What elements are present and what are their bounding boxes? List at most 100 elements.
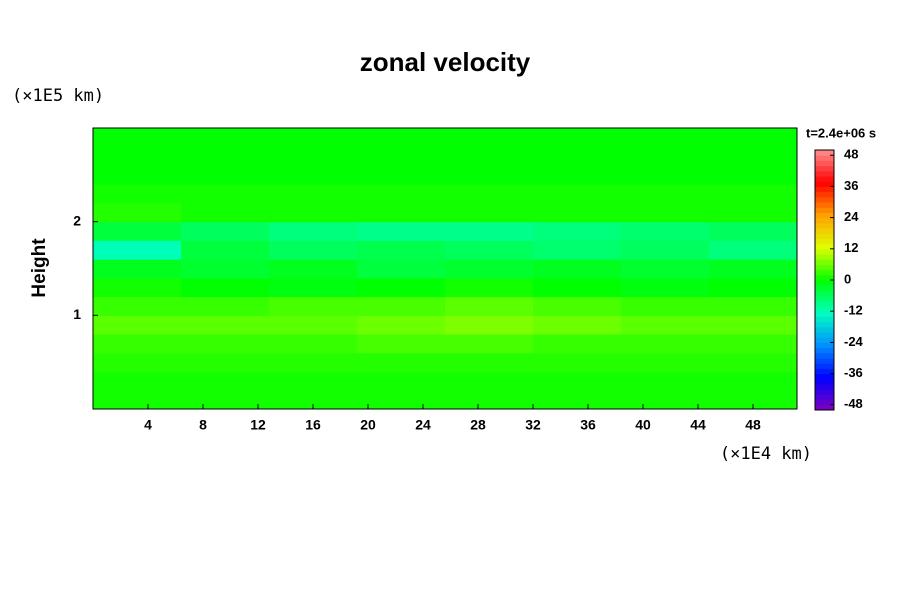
colorbar-segment [815, 160, 834, 167]
heat-cell [357, 184, 446, 204]
x-tick-label: 36 [580, 417, 596, 433]
heat-cell [357, 221, 446, 241]
colorbar-title: t=2.4e+06 s [806, 125, 876, 140]
colorbar-segment [815, 311, 834, 317]
heat-cell [445, 390, 534, 410]
heat-cell [269, 202, 358, 223]
x-unit: (×1E4 km) [720, 444, 812, 464]
heat-cell [269, 315, 358, 335]
heat-cell [181, 296, 270, 316]
colorbar-segment [815, 248, 834, 255]
heat-cell [269, 352, 358, 373]
colorbar-segment [815, 394, 834, 401]
heat-cell [533, 128, 622, 148]
y-tick-label: 2 [73, 212, 81, 228]
heat-cell [181, 259, 270, 279]
colorbar-segment [815, 269, 834, 276]
heat-cell [181, 146, 270, 166]
heat-cell [445, 202, 534, 223]
colorbar-tick-label: 12 [844, 240, 858, 255]
y-axis-label: Height [29, 238, 50, 298]
x-tick-label: 4 [144, 417, 152, 433]
colorbar-segment [815, 321, 834, 328]
heat-cell [533, 146, 622, 166]
heat-cell [93, 352, 182, 373]
heat-cell [709, 221, 798, 241]
colorbar-segment [815, 378, 834, 385]
heat-cell [269, 277, 358, 298]
heat-cell [181, 352, 270, 373]
heat-cell [445, 240, 534, 260]
colorbar-segment [815, 259, 834, 265]
heat-cell [181, 221, 270, 241]
colorbar-segment [815, 222, 834, 229]
heat-cell [445, 259, 534, 279]
heat-cell [357, 334, 446, 354]
heat-cell [621, 296, 710, 316]
heat-cell [357, 202, 446, 223]
heat-cell [533, 390, 622, 410]
heat-cell [357, 315, 446, 335]
heat-cell [709, 146, 798, 166]
heat-cell [621, 277, 710, 298]
colorbar-segment [815, 300, 834, 307]
heat-cell [533, 240, 622, 260]
heat-cell [181, 334, 270, 354]
heat-cell [621, 371, 710, 391]
colorbar-segment [815, 404, 834, 411]
colorbar-tick-label: -48 [844, 396, 863, 411]
colorbar-segment [815, 280, 834, 286]
colorbar-segment [815, 150, 834, 156]
x-tick-label: 20 [360, 417, 376, 433]
heat-cell [621, 259, 710, 279]
colorbar-segment [815, 384, 834, 390]
heat-cell [533, 184, 622, 204]
colorbar-segment [815, 295, 834, 302]
heat-cell [445, 315, 534, 335]
heat-cell [357, 352, 446, 373]
colorbar-tick-label: 48 [844, 147, 858, 162]
heat-cell [357, 128, 446, 148]
heat-cell [269, 165, 358, 185]
heat-cell [533, 296, 622, 316]
heat-cell [709, 277, 798, 298]
heat-cell [533, 371, 622, 391]
heat-cell [533, 334, 622, 354]
heat-cell [445, 184, 534, 204]
colorbar-tick-label: 24 [844, 209, 859, 224]
heat-cell [357, 165, 446, 185]
heat-cell [357, 371, 446, 391]
heat-cell [181, 128, 270, 148]
heat-cell [93, 184, 182, 204]
heat-cell [621, 352, 710, 373]
heat-cell [357, 240, 446, 260]
heat-cell [533, 259, 622, 279]
colorbar-segment [815, 238, 834, 245]
colorbar-segment [815, 306, 834, 312]
colorbar-segment [815, 191, 834, 198]
heat-cell [181, 184, 270, 204]
heat-cell [445, 146, 534, 166]
heat-cell [709, 128, 798, 148]
heat-cell [445, 165, 534, 185]
colorbar-segment [815, 217, 834, 224]
colorbar-segment [815, 342, 834, 349]
heat-cell [93, 296, 182, 316]
colorbar-segment [815, 326, 834, 333]
heat-cell [269, 259, 358, 279]
heat-cell [621, 184, 710, 204]
heat-cell [93, 315, 182, 335]
heat-cell [269, 128, 358, 148]
heat-cell [709, 296, 798, 316]
heat-cell [621, 146, 710, 166]
x-tick-label: 28 [470, 417, 486, 433]
heat-cell [621, 202, 710, 223]
heat-cell [445, 334, 534, 354]
heat-cell [93, 334, 182, 354]
colorbar-segment [815, 316, 834, 323]
heat-cell [93, 240, 182, 260]
colorbar-segment [815, 347, 834, 354]
heat-cell [533, 202, 622, 223]
heat-cell [709, 315, 798, 335]
heat-cell [709, 352, 798, 373]
